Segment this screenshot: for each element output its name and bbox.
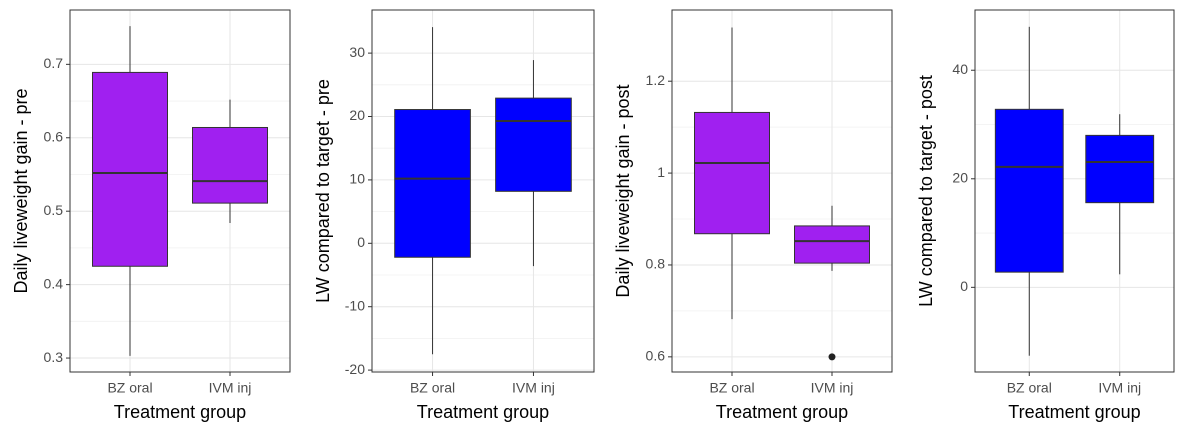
y-tick-label: 10 bbox=[349, 171, 365, 187]
x-tick-label: IVM inj bbox=[1098, 380, 1141, 396]
x-tick-label: IVM inj bbox=[811, 380, 854, 396]
y-tick-label: -10 bbox=[345, 297, 365, 313]
y-axis-title: Daily liveweight gain - post bbox=[613, 84, 633, 297]
box bbox=[92, 71, 168, 267]
y-axis-title: LW compared to target - post bbox=[916, 75, 936, 307]
x-axis-title: Treatment group bbox=[1008, 402, 1140, 422]
x-tick-label: IVM inj bbox=[512, 380, 555, 396]
y-tick-label: 20 bbox=[349, 107, 365, 123]
x-axis-title: Treatment group bbox=[114, 402, 246, 422]
x-tick-label: IVM inj bbox=[209, 380, 252, 396]
x-axis-title: Treatment group bbox=[417, 402, 549, 422]
y-tick-label: 1 bbox=[657, 164, 665, 180]
outlier bbox=[828, 353, 836, 361]
y-tick-label: 0.6 bbox=[44, 128, 64, 144]
x-tick-label: BZ oral bbox=[1007, 380, 1052, 396]
y-tick-label: -20 bbox=[345, 361, 365, 377]
box bbox=[794, 225, 870, 264]
box bbox=[1085, 134, 1155, 204]
box bbox=[694, 111, 770, 235]
y-tick-label: 40 bbox=[952, 61, 968, 77]
y-tick-label: 0 bbox=[357, 234, 365, 250]
y-tick-label: 1.2 bbox=[646, 72, 666, 88]
x-tick-label: BZ oral bbox=[709, 380, 754, 396]
y-tick-label: 0.8 bbox=[646, 256, 666, 272]
y-axis-title: LW compared to target - pre bbox=[313, 79, 333, 303]
y-tick-label: 0.6 bbox=[646, 348, 666, 364]
y-tick-label: 0.4 bbox=[44, 275, 64, 291]
x-tick-label: BZ oral bbox=[410, 380, 455, 396]
y-tick-label: 0.5 bbox=[44, 202, 64, 218]
plot-border bbox=[671, 9, 893, 373]
y-tick-label: 0 bbox=[960, 278, 968, 294]
y-tick-label: 30 bbox=[349, 44, 365, 60]
y-tick-label: 0.7 bbox=[44, 55, 64, 71]
x-axis-title: Treatment group bbox=[716, 402, 848, 422]
y-axis-title: Daily liveweight gain - pre bbox=[11, 88, 31, 293]
plot-border bbox=[69, 9, 291, 373]
x-tick-label: BZ oral bbox=[107, 380, 152, 396]
y-tick-label: 0.3 bbox=[44, 349, 64, 365]
box bbox=[192, 126, 268, 204]
plot-border bbox=[974, 9, 1175, 373]
box bbox=[994, 108, 1064, 273]
box bbox=[394, 109, 471, 258]
y-tick-label: 20 bbox=[952, 169, 968, 185]
plot-border bbox=[371, 9, 595, 373]
box bbox=[495, 97, 572, 192]
